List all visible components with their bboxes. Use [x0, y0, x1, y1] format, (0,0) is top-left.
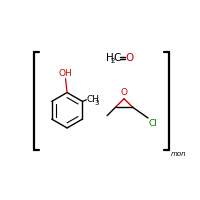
Text: O: O	[121, 88, 128, 97]
Text: 2: 2	[111, 58, 115, 64]
Text: C: C	[114, 53, 121, 63]
Text: H: H	[106, 53, 113, 63]
Text: Cl: Cl	[149, 119, 158, 128]
Text: CH: CH	[87, 95, 100, 104]
Text: 3: 3	[94, 100, 99, 106]
Text: O: O	[125, 53, 133, 63]
Text: mon: mon	[171, 151, 187, 157]
Text: OH: OH	[59, 69, 72, 78]
